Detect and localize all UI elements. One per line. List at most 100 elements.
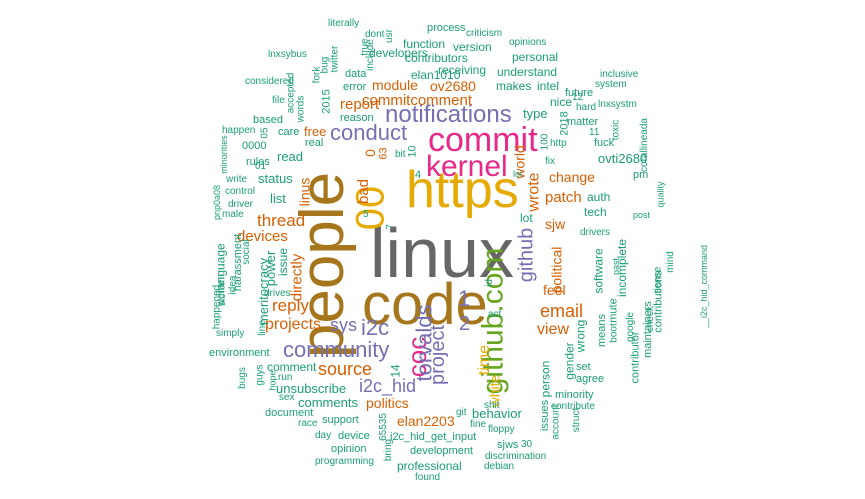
word-dont: dont: [365, 29, 385, 40]
word-nice: nice: [550, 95, 573, 109]
word-usr: usr: [383, 29, 395, 43]
word-data: data: [345, 68, 367, 80]
word-elan1010: elan1010: [411, 68, 461, 82]
word-commit: commit: [428, 121, 538, 159]
word-feel: feel: [543, 282, 566, 298]
word-100: 100: [539, 133, 551, 151]
word-list: list: [270, 191, 286, 206]
word-fork: fork: [311, 66, 323, 84]
word-words: words: [295, 95, 307, 123]
word-development: development: [410, 445, 473, 457]
word-0000: 0000: [242, 140, 267, 152]
word-2015: 2015: [320, 89, 333, 114]
word-drives: drives: [264, 288, 291, 299]
word-sjws: sjws: [497, 439, 519, 451]
word-view: view: [537, 321, 570, 338]
word-fine: fine: [470, 419, 487, 430]
word-environment: environment: [209, 347, 270, 359]
word-lnxsybus: lnxsybus: [268, 49, 307, 60]
word-opinion: opinion: [331, 443, 367, 455]
word-2018: 2018: [558, 111, 571, 136]
word-https: https: [406, 161, 519, 219]
word-12: 12: [572, 92, 584, 103]
word-care: care: [278, 126, 300, 138]
word-tech: tech: [584, 205, 607, 219]
word-professional: professional: [397, 459, 462, 473]
word-mind: mind: [664, 251, 676, 273]
word-0: 0: [361, 149, 378, 157]
word-fix: fix: [545, 156, 555, 167]
word-social: social: [240, 239, 252, 265]
word-mute: mute: [607, 298, 620, 323]
word-sjw: sjw: [545, 216, 566, 232]
word-lnxsystm: lnxsystm: [598, 99, 637, 110]
word-criticism: criticism: [466, 28, 503, 39]
word-ovti2680: ovti2680: [598, 151, 648, 166]
word-linux: linux: [370, 214, 514, 292]
word-inclusive: inclusive: [600, 69, 639, 80]
word-literally: literally: [328, 18, 360, 29]
word-act: act: [488, 309, 502, 320]
word-developers: developers: [369, 46, 428, 60]
word-code: code: [362, 272, 488, 337]
word-fuck: fuck: [594, 137, 615, 149]
word-pm: pm: [633, 169, 649, 181]
word-person: person: [538, 360, 553, 398]
word-document: document: [265, 407, 314, 419]
word-patch: patch: [545, 189, 582, 206]
word-auth: auth: [587, 190, 611, 204]
word-means: means: [596, 313, 609, 348]
word-kernel: kernel: [426, 150, 508, 183]
word-real: real: [305, 137, 324, 149]
word-discrimination: discrimination: [485, 451, 547, 462]
word-day: day: [315, 430, 332, 441]
word-device: device: [338, 430, 370, 442]
word-include: include: [364, 39, 376, 71]
word-contributor: contributor: [629, 331, 642, 384]
word-politics: politics: [366, 395, 409, 411]
word-lot: lot: [520, 211, 533, 225]
word-7: 7: [384, 224, 396, 230]
word-bad: bad: [355, 178, 373, 205]
word-report: report: [340, 96, 380, 113]
word-type: type: [523, 106, 548, 121]
word-error: error: [343, 81, 367, 93]
word-i2c-hid-get-input: i2c_hid_get_input: [390, 431, 477, 443]
word-personal: personal: [512, 50, 559, 64]
word-projects: projects: [265, 316, 322, 333]
word-minority: minority: [555, 389, 594, 401]
word-contributors: contributors: [405, 51, 468, 65]
word-function: function: [403, 37, 446, 51]
word-considered: considered: [245, 76, 294, 87]
word-free: free: [304, 124, 327, 139]
word-hard: hard: [576, 102, 597, 113]
word-line: line: [256, 320, 268, 336]
word-version: version: [453, 40, 492, 54]
word-project: project: [427, 324, 450, 386]
word-time: time: [476, 344, 494, 376]
word-read: read: [277, 149, 304, 164]
word-i2c: i2c: [361, 315, 390, 340]
word-wrong: wrong: [573, 319, 588, 353]
word-notifications: notifications: [385, 101, 512, 128]
word-receiving: receiving: [438, 63, 487, 77]
word-issues: issues: [539, 399, 552, 432]
word-write: write: [226, 174, 248, 185]
word-status: status: [258, 171, 293, 186]
word-05: 05: [259, 127, 271, 139]
word-floppy: floppy: [488, 424, 515, 435]
word-source: source: [318, 359, 373, 379]
word-system: system: [595, 79, 627, 90]
word-git: git: [456, 407, 467, 418]
word-directly: directly: [288, 253, 306, 302]
word-future: future: [565, 87, 594, 99]
word-change: change: [549, 169, 595, 185]
word-understand: understand: [497, 65, 558, 79]
word-matter: matter: [567, 116, 599, 128]
word-software: software: [591, 248, 606, 294]
word-past: past: [611, 257, 622, 276]
word-makes: makes: [496, 79, 532, 93]
word-toxic: toxic: [610, 119, 622, 141]
word-male: male: [222, 209, 244, 220]
